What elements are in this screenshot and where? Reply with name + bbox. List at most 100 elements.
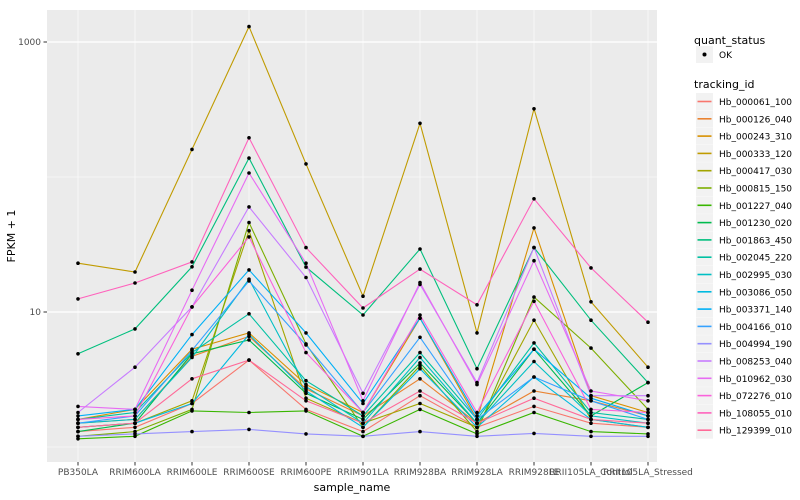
data-point xyxy=(304,432,308,436)
data-point xyxy=(646,365,650,370)
data-point xyxy=(589,300,593,304)
data-point xyxy=(361,425,365,430)
data-point xyxy=(133,410,137,415)
data-point xyxy=(190,348,194,353)
data-point xyxy=(76,421,80,426)
data-point xyxy=(76,352,80,356)
legend-item-label: Hb_010962_030 xyxy=(719,375,792,385)
data-point xyxy=(247,228,251,233)
data-point xyxy=(418,335,422,340)
data-point xyxy=(589,434,593,439)
legend-item-label: Hb_001863_450 xyxy=(719,236,792,246)
data-point xyxy=(76,414,80,418)
data-point xyxy=(418,280,422,285)
data-point xyxy=(247,268,251,272)
data-point xyxy=(76,434,80,439)
data-point xyxy=(247,410,251,415)
data-point xyxy=(532,226,536,230)
data-point xyxy=(247,312,251,316)
legend-item-label: Hb_002045_220 xyxy=(719,254,792,264)
x-tick-label: RRIM600LA xyxy=(109,468,161,478)
x-tick-label: PB350LA xyxy=(58,468,99,478)
data-point xyxy=(247,24,251,29)
legend-item-label: Hb_002995_030 xyxy=(719,271,792,281)
data-point xyxy=(190,399,194,403)
legend-item-label: Hb_072276_010 xyxy=(719,392,792,402)
legend-item-label: Hb_000126_040 xyxy=(719,115,792,125)
data-point xyxy=(475,366,479,371)
data-point xyxy=(418,267,422,271)
data-point xyxy=(304,378,308,383)
data-point xyxy=(532,404,536,409)
data-point xyxy=(304,343,308,347)
data-point xyxy=(418,377,422,381)
data-point xyxy=(418,429,422,434)
data-point xyxy=(304,261,308,266)
data-point xyxy=(475,425,479,430)
y-tick-label-10: 10 xyxy=(30,308,42,318)
data-point xyxy=(418,393,422,398)
data-point xyxy=(475,382,479,387)
data-point xyxy=(532,347,536,352)
legend-item-label: Hb_003086_050 xyxy=(719,288,792,298)
data-point xyxy=(646,425,650,430)
data-point xyxy=(532,107,536,111)
data-point xyxy=(361,391,365,396)
x-tick-label: RRII105LA_Control xyxy=(549,468,632,478)
data-point xyxy=(76,429,80,434)
data-point xyxy=(361,313,365,317)
data-point xyxy=(133,417,137,422)
data-point xyxy=(133,414,137,418)
data-point xyxy=(133,425,137,430)
legend-tracking-id-title: tracking_id xyxy=(694,78,755,91)
data-point xyxy=(361,306,365,310)
data-point xyxy=(133,407,137,412)
data-point xyxy=(646,399,650,403)
data-point xyxy=(76,425,80,430)
data-point xyxy=(646,421,650,426)
data-point xyxy=(133,281,137,285)
data-point xyxy=(304,275,308,280)
data-point xyxy=(418,121,422,126)
data-point xyxy=(646,417,650,422)
data-point xyxy=(247,136,251,140)
data-point xyxy=(247,358,251,362)
data-point xyxy=(418,316,422,321)
data-point xyxy=(532,341,536,345)
legend-item-label: Hb_000243_310 xyxy=(719,133,792,143)
data-point xyxy=(247,235,251,239)
data-point xyxy=(532,389,536,393)
data-point xyxy=(418,355,422,360)
data-point xyxy=(133,421,137,426)
data-point xyxy=(589,393,593,398)
legend-item-label: Hb_000333_120 xyxy=(719,150,792,160)
data-point xyxy=(589,266,593,270)
data-point xyxy=(475,331,479,335)
data-point xyxy=(190,355,194,360)
data-point xyxy=(532,375,536,379)
data-point xyxy=(532,396,536,401)
data-point xyxy=(304,350,308,355)
data-point xyxy=(76,410,80,415)
data-point xyxy=(133,270,137,274)
x-tick-label: RRII105LA_Stressed xyxy=(603,468,693,478)
data-point xyxy=(475,410,479,415)
data-point xyxy=(304,384,308,389)
x-axis-title: sample_name xyxy=(314,481,391,494)
data-point xyxy=(190,305,194,309)
data-point xyxy=(76,404,80,409)
data-point xyxy=(361,399,365,403)
y-axis-title: FPKM + 1 xyxy=(5,210,18,263)
x-tick-label: RRIM600SE xyxy=(223,468,275,478)
data-point xyxy=(304,396,308,401)
data-point xyxy=(475,417,479,422)
data-point xyxy=(589,414,593,418)
data-point xyxy=(646,414,650,418)
legend-item-label: Hb_004166_010 xyxy=(719,323,792,333)
data-point xyxy=(304,399,308,403)
y-tick-label-1000: 1000 xyxy=(18,38,41,48)
data-point xyxy=(532,318,536,323)
data-point xyxy=(418,389,422,393)
